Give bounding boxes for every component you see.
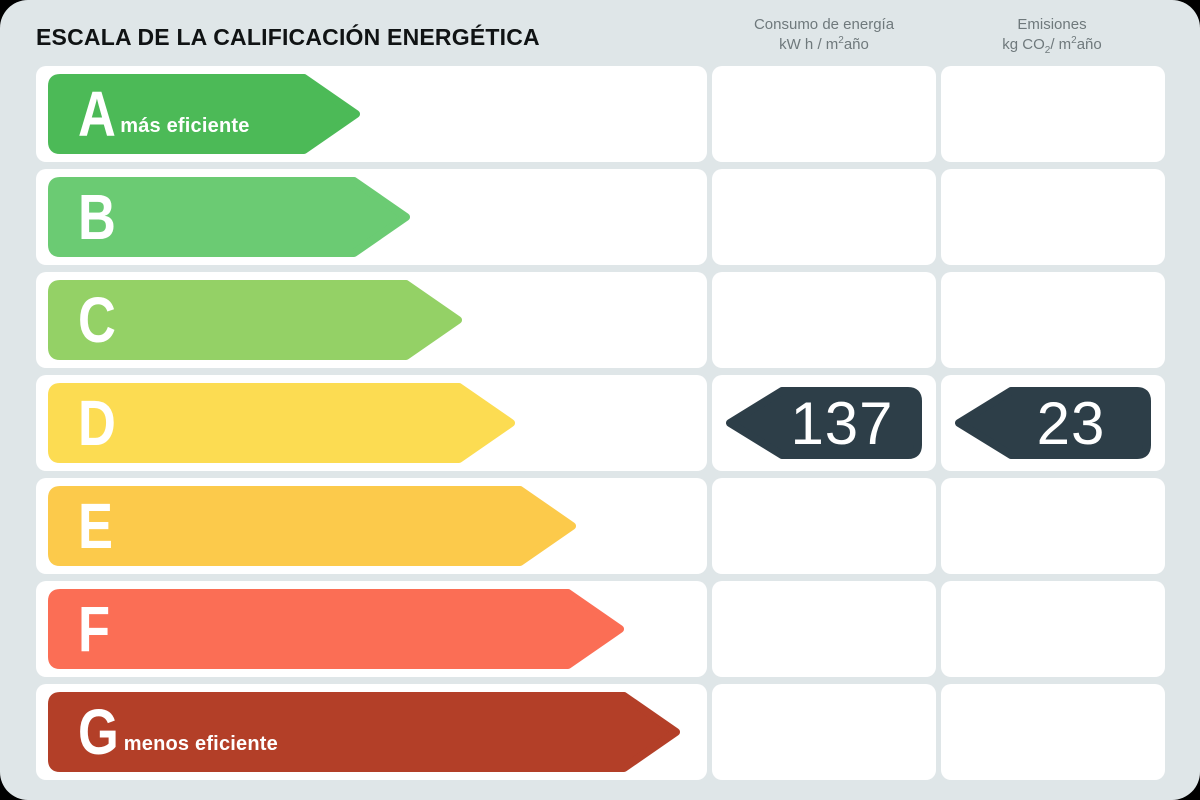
consumption-header-line1: Consumo de energía: [753, 16, 895, 33]
rating-bar-d: D: [48, 383, 515, 463]
rating-letter-b: B: [78, 181, 116, 253]
consumption-header-units: kW h / m2año: [779, 35, 869, 54]
rating-arrow-a-shape: [48, 74, 360, 154]
scale-row-f: F: [36, 581, 707, 677]
scale-row-c: C: [36, 272, 707, 368]
rating-letter-a: A: [78, 78, 116, 150]
emissions-value-badge: 23: [955, 387, 1151, 459]
rating-letter-f: F: [78, 593, 111, 665]
emissions-cell-f: [941, 581, 1165, 677]
scale-row-d: D: [36, 375, 707, 471]
consumption-cell-b: [712, 169, 936, 265]
emissions-cell-e: [941, 478, 1165, 574]
emissions-header-line1: Emisiones: [1017, 16, 1087, 33]
scale-row-g: G menos eficiente: [36, 684, 707, 780]
rating-bar-a: A más eficiente: [48, 74, 360, 154]
scale-row-b: B: [36, 169, 707, 265]
consumption-column-header: Consumo de energía kW h / m2año: [712, 15, 936, 55]
consumption-cell-f: [712, 581, 936, 677]
emissions-cell-a: [941, 66, 1165, 162]
rating-grid: A más eficiente B C: [36, 66, 1165, 780]
emissions-cell-b: [941, 169, 1165, 265]
rating-bar-f: F: [48, 589, 624, 669]
consumption-cell-a: [712, 66, 936, 162]
rating-bar-g: G menos eficiente: [48, 692, 680, 772]
scale-row-a: A más eficiente: [36, 66, 707, 162]
emissions-cell-g: [941, 684, 1165, 780]
emissions-column-header: Emisiones kg CO2/ m2año: [940, 15, 1164, 56]
rating-note-most-efficient: más eficiente: [120, 114, 250, 137]
emissions-header-units: kg CO2/ m2año: [1002, 35, 1102, 56]
scale-row-e: E: [36, 478, 707, 574]
rating-arrow-f-shape: [48, 589, 624, 669]
page-title: ESCALA DE LA CALIFICACIÓN ENERGÉTICA: [36, 24, 540, 50]
rating-arrow-d-shape: [48, 383, 515, 463]
rating-letter-c: C: [78, 284, 116, 356]
consumption-value: 137: [790, 389, 894, 457]
emissions-value: 23: [1036, 389, 1106, 457]
consumption-cell-d: 137: [712, 375, 936, 471]
rating-note-least-efficient: menos eficiente: [123, 732, 278, 755]
rating-bar-b: B: [48, 177, 410, 257]
emissions-cell-d: 23: [941, 375, 1165, 471]
consumption-cell-g: [712, 684, 936, 780]
rating-letter-g: G: [78, 696, 119, 768]
consumption-badge-arrow-shape: [726, 387, 922, 459]
consumption-cell-e: [712, 478, 936, 574]
emissions-badge-arrow-shape: [955, 387, 1151, 459]
emissions-cell-c: [941, 272, 1165, 368]
rating-arrow-e-shape: [48, 486, 576, 566]
rating-bar-c: C: [48, 280, 462, 360]
rating-letter-e: E: [78, 490, 114, 562]
consumption-value-badge: 137: [726, 387, 922, 459]
rating-arrow-g-shape: [48, 692, 680, 772]
rating-arrow-b-shape: [48, 177, 410, 257]
rating-bar-e: E: [48, 486, 576, 566]
rating-arrow-c-shape: [48, 280, 462, 360]
rating-letter-d: D: [78, 387, 116, 459]
consumption-cell-c: [712, 272, 936, 368]
